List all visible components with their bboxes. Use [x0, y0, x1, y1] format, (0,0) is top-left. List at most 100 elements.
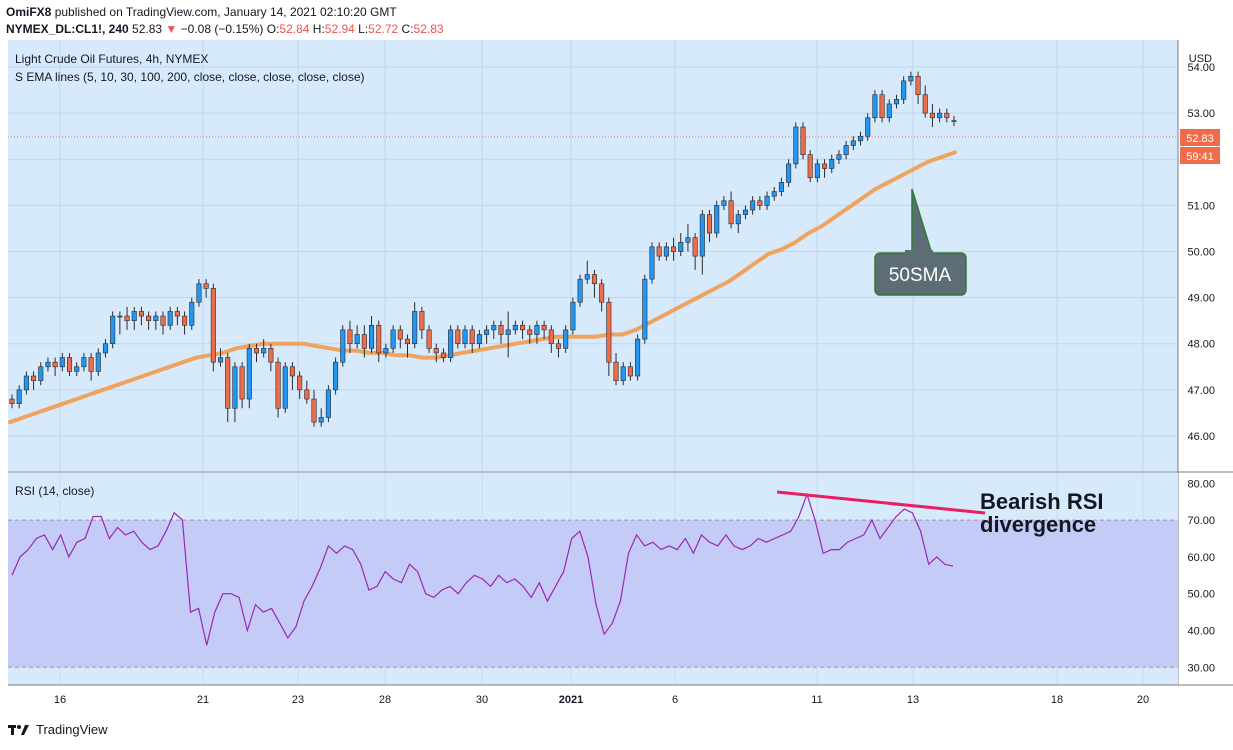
- rsi-line: [11, 492, 954, 646]
- price-tick-label: 53.00: [1187, 108, 1215, 120]
- indicator-legend: S EMA lines (5, 10, 30, 100, 200, close,…: [15, 70, 365, 84]
- candle-body: [9, 398, 15, 404]
- candle-body: [268, 348, 274, 363]
- candle-body: [124, 315, 130, 321]
- candle-body: [404, 338, 411, 345]
- candle-body: [426, 329, 432, 349]
- candle-body: [879, 94, 885, 119]
- rsi-axis[interactable]: [1179, 473, 1233, 685]
- price-tick-label: 48.00: [1187, 339, 1215, 351]
- candle-body: [52, 361, 58, 368]
- candle-body: [455, 329, 461, 345]
- candle-body: [440, 352, 446, 358]
- high-value: 52.94: [324, 22, 355, 36]
- candle-body: [88, 357, 94, 372]
- candle-body: [843, 145, 849, 155]
- candle-body: [656, 246, 662, 257]
- divergence-label-line2: divergence: [980, 512, 1096, 537]
- candle-body: [469, 329, 475, 345]
- candle-body: [642, 278, 648, 340]
- price-change: −0.08 (−0.15%): [180, 22, 264, 36]
- published-text: published on TradingView.com, January 14…: [54, 5, 397, 19]
- candles: [9, 71, 957, 427]
- last-price-badge-label: 52.83: [1186, 133, 1214, 145]
- candle-body: [419, 311, 425, 331]
- footer-brand[interactable]: TradingView: [36, 722, 108, 737]
- candle-body: [218, 357, 224, 363]
- candle-body: [937, 112, 943, 119]
- candle-body: [822, 163, 828, 169]
- candle-body: [671, 246, 677, 252]
- candle-body: [182, 315, 188, 326]
- candle-body: [261, 348, 267, 354]
- price-axis[interactable]: [1178, 40, 1233, 471]
- time-tick-label: 16: [54, 694, 66, 706]
- candle-body: [476, 334, 482, 345]
- candle-body: [117, 315, 123, 318]
- candle-body: [23, 375, 29, 391]
- time-axis-ticks[interactable]: 16 21 23 28 30 2021 6 11 13 18 20: [54, 694, 1149, 706]
- price-tick-label: 50.00: [1187, 247, 1215, 259]
- callout-joint: [905, 250, 933, 255]
- last-price: 52.83: [132, 22, 163, 36]
- price-chart[interactable]: Light Crude Oil Futures, 4h, NYMEX S EMA…: [0, 40, 1233, 715]
- candle-body: [857, 135, 864, 142]
- candle-body: [764, 195, 770, 206]
- main-horizontal-grid: [8, 66, 1178, 437]
- candle-body: [95, 352, 101, 372]
- candle-body: [699, 214, 705, 257]
- candle-body: [692, 237, 698, 257]
- open-label: O:: [266, 22, 280, 36]
- candle-body: [635, 338, 641, 377]
- candle-body: [800, 126, 806, 155]
- candle-body: [620, 366, 626, 381]
- time-tick-label: 2021: [559, 694, 583, 706]
- price-tick-label: 49.00: [1187, 293, 1215, 305]
- time-tick-label: 21: [197, 694, 209, 706]
- candle-body: [390, 329, 396, 349]
- price-axis-ticks: 54.0053.0052.0051.0050.0049.0048.0047.00…: [1187, 62, 1215, 443]
- candle-body: [484, 329, 490, 335]
- candle-body: [167, 311, 173, 326]
- candle-body: [275, 361, 281, 409]
- candle-body: [369, 324, 375, 349]
- candle-body: [45, 361, 51, 368]
- candle-body: [110, 315, 116, 345]
- candle-body: [735, 214, 741, 225]
- candle-body: [203, 283, 209, 289]
- candle-body: [138, 311, 144, 317]
- candle-body: [771, 191, 777, 197]
- candle-body: [462, 329, 468, 345]
- candle-body: [613, 361, 619, 381]
- candle-body: [865, 117, 871, 137]
- candle-body: [886, 103, 892, 119]
- candle-body: [74, 366, 80, 372]
- publish-line: OmiFX8 published on TradingView.com, Jan…: [6, 5, 397, 19]
- candle-body: [325, 389, 331, 418]
- rsi-axis-ticks: 80.00 70.00 60.00 50.00 40.00 30.00: [1187, 478, 1215, 674]
- candle-body: [929, 112, 935, 119]
- author-name[interactable]: OmiFX8: [6, 5, 52, 19]
- rsi-tick-label: 50.00: [1187, 589, 1215, 601]
- candle-body: [347, 329, 353, 345]
- candle-body: [289, 366, 295, 377]
- candle-body: [606, 301, 612, 363]
- candle-body: [153, 315, 159, 321]
- candle-body: [922, 94, 928, 114]
- tradingview-logo-icon: [8, 724, 29, 735]
- footer: TradingView: [8, 722, 108, 737]
- candle-body: [340, 329, 346, 363]
- candle-body: [685, 237, 691, 243]
- candle-body: [649, 246, 655, 280]
- candle-body: [239, 366, 245, 400]
- candle-body: [196, 283, 202, 303]
- candle-body: [383, 348, 389, 354]
- main-pane[interactable]: [8, 40, 1178, 471]
- candle-body: [872, 94, 878, 119]
- candle-body: [246, 348, 252, 400]
- candle-body: [31, 375, 37, 381]
- candle-body: [146, 315, 152, 321]
- candle-body: [627, 366, 633, 377]
- rsi-tick-label: 60.00: [1187, 552, 1215, 564]
- candle-body: [498, 324, 504, 335]
